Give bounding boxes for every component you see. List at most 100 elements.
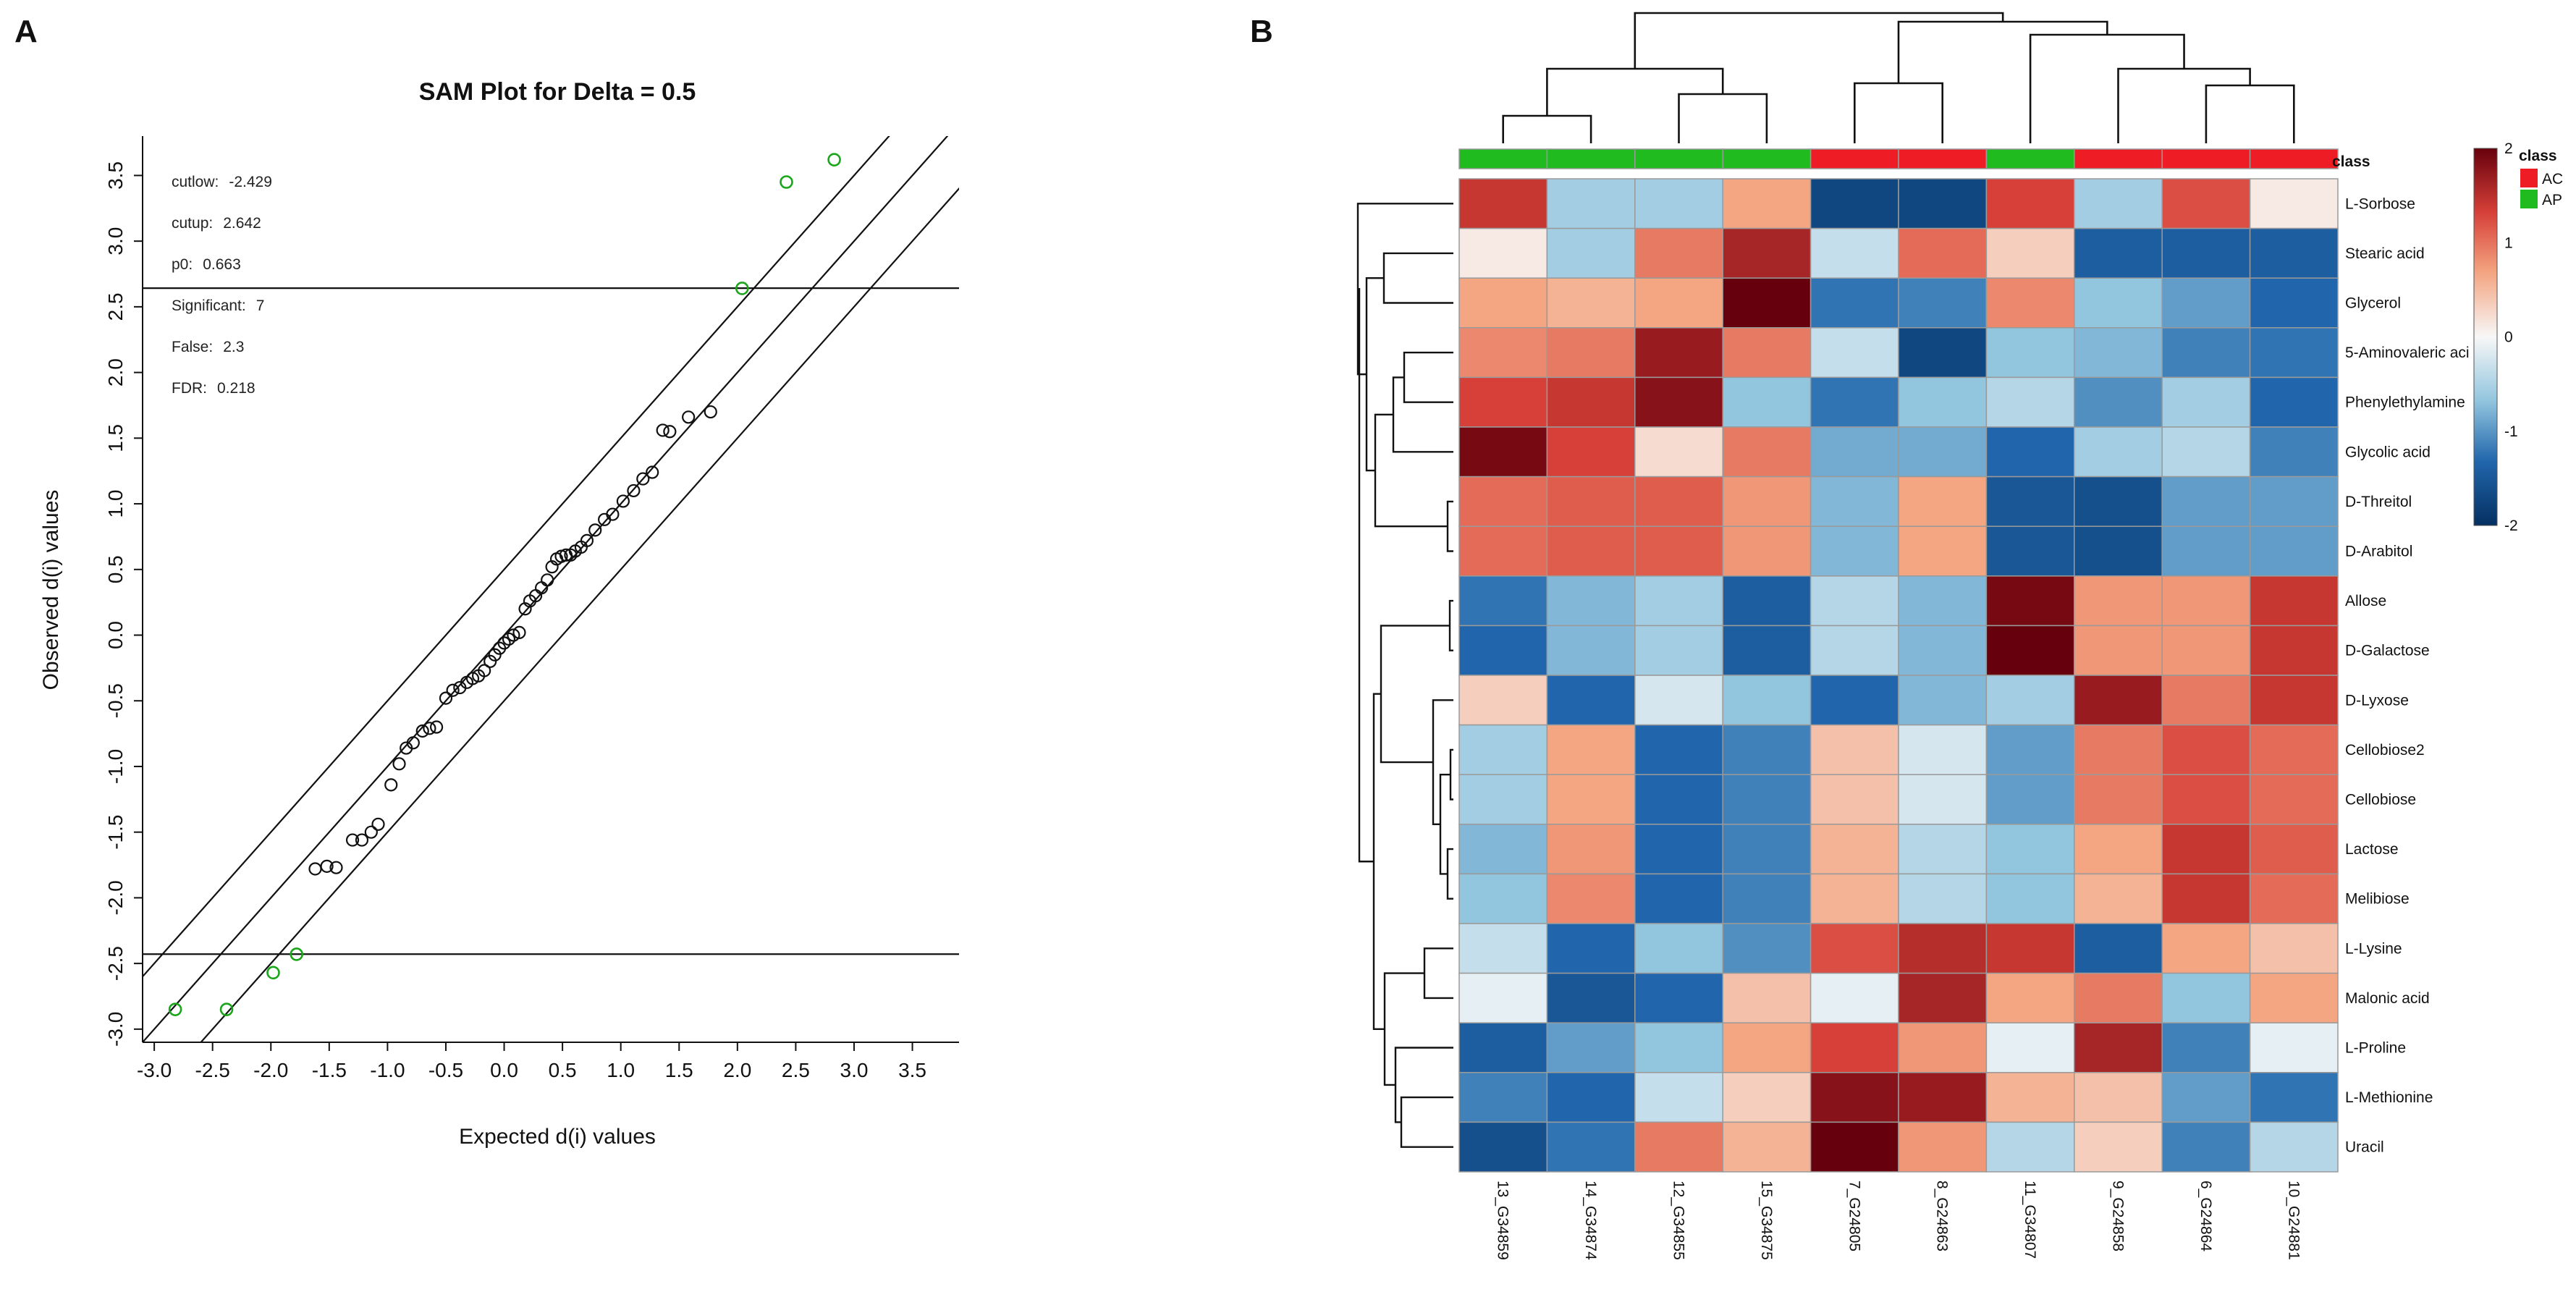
data-point	[371, 817, 385, 831]
sam-stats: cutlow: -2.429 cutup: 2.642 p0: 0.663 Signific…	[172, 174, 272, 397]
heatmap-cell	[1809, 426, 1899, 478]
heatmap-cell	[1985, 873, 2075, 924]
row-dendro-link	[1356, 203, 1453, 376]
heatmap-cell	[2074, 774, 2163, 825]
row-dendro-link	[1394, 1047, 1453, 1123]
heatmap-cells	[1458, 178, 2339, 1173]
row-label: Melibiose	[2345, 891, 2410, 908]
y-tick-label: 1.0	[104, 490, 127, 518]
heatmap-cell	[1722, 774, 1812, 825]
heatmap-cell	[1898, 1072, 1988, 1123]
heatmap-cell	[1458, 1072, 1548, 1123]
colorbar-tick: -1	[2504, 423, 2518, 440]
significant-point	[290, 947, 304, 961]
heatmap-cell	[1458, 675, 1548, 726]
heatmap-cell	[2074, 824, 2163, 875]
column-label: 14_G34874	[1582, 1181, 1599, 1260]
heatmap-cell	[1898, 873, 1988, 924]
data-point	[616, 494, 630, 508]
heatmap-cell	[1898, 625, 1988, 676]
x-tick-label: -2.5	[195, 1059, 230, 1081]
stat-line: cutup: 2.642	[172, 215, 261, 232]
row-label: Phenylethylamine	[2345, 394, 2465, 411]
heatmap-cell	[1634, 426, 1723, 478]
colorbar-tick: 2	[2504, 140, 2513, 157]
heatmap-cell	[1722, 476, 1812, 527]
stat-value: -2.429	[229, 174, 272, 190]
heatmap-cell	[1634, 1121, 1723, 1173]
data-point	[465, 672, 480, 685]
sam-plot-area	[143, 136, 959, 1042]
heatmap-cell	[1809, 277, 1899, 329]
data-point	[656, 423, 670, 437]
heatmap-cell	[1985, 426, 2075, 478]
heatmap-cell	[2161, 1072, 2251, 1123]
stat-label: cutlow:	[172, 174, 219, 190]
heatmap-cell	[1722, 426, 1812, 478]
col-dendro-link	[1678, 93, 1768, 143]
column-label: 6_G24864	[2197, 1181, 2214, 1251]
heatmap-cell	[1634, 824, 1723, 875]
heatmap-cell	[1722, 1022, 1812, 1073]
data-point	[364, 825, 378, 839]
heatmap-cell	[1985, 1022, 2075, 1073]
data-point	[345, 833, 360, 847]
heatmap-cell	[2074, 525, 2163, 577]
sam-title: SAM Plot for Delta = 0.5	[419, 78, 696, 106]
heatmap-cell	[2249, 873, 2339, 924]
heatmap-legend: 2 1 0 -1 -2 class AC AP	[2473, 140, 2563, 534]
legend-label: AC	[2542, 171, 2563, 187]
data-point	[627, 483, 641, 498]
heatmap-cell	[2074, 1022, 2163, 1073]
heatmap-cell	[1809, 873, 1899, 924]
stat-line: cutlow: -2.429	[172, 174, 272, 190]
data-point	[429, 720, 444, 734]
heatmap-cell	[2074, 227, 2163, 279]
data-point	[392, 757, 406, 771]
row-dendro-link	[1423, 947, 1453, 1000]
heatmap-cell	[1809, 525, 1899, 577]
stat-label: cutup:	[172, 215, 213, 232]
legend-swatch	[2520, 190, 2538, 208]
heatmap-cell	[2249, 178, 2339, 229]
heatmap-cell	[2249, 277, 2339, 329]
heatmap-cell	[2161, 426, 2251, 478]
heatmap-cell	[1722, 1121, 1812, 1173]
row-label: Glycolic acid	[2345, 444, 2431, 460]
y-tick-label: 1.5	[104, 424, 127, 452]
row-labels: L-Sorbose Stearic acid Glycerol 5-Aminovale…	[2345, 195, 2470, 1155]
heatmap-cell	[2074, 625, 2163, 676]
heatmap-cell	[2161, 1121, 2251, 1173]
heatmap-cell	[1898, 923, 1988, 974]
heatmap-cell	[2074, 178, 2163, 229]
row-dendro-link	[1382, 252, 1453, 304]
class-cell	[1458, 148, 1548, 169]
heatmap-cell	[2161, 376, 2251, 428]
col-dendro-link	[1897, 20, 2108, 83]
heatmap-cell	[1722, 824, 1812, 875]
legend-title: class	[2519, 148, 2557, 164]
heatmap-cell	[1809, 476, 1899, 527]
x-tick-label: 2.0	[723, 1059, 751, 1081]
heatmap-cell	[2249, 675, 2339, 726]
significant-point	[219, 1002, 234, 1016]
y-tick-label: -2.0	[104, 880, 127, 915]
heatmap-cell	[1898, 376, 1988, 428]
col-dendro-link	[2029, 33, 2185, 143]
row-dendro-link	[1380, 625, 1450, 764]
heatmap-cell	[1722, 675, 1812, 726]
diagonal-line	[143, 136, 949, 1042]
class-cell	[2161, 148, 2251, 169]
col-dendro-link	[1634, 12, 2004, 69]
heatmap-cell	[1898, 227, 1988, 279]
heatmap-cell	[2249, 824, 2339, 875]
y-tick-label: 3.0	[104, 227, 127, 255]
heatmap-cell	[1458, 575, 1548, 627]
heatmap-cell	[1634, 525, 1723, 577]
data-point	[423, 722, 436, 735]
heatmap-cell	[1722, 724, 1812, 775]
heatmap-cell	[2074, 923, 2163, 974]
heatmap-cell	[1809, 575, 1899, 627]
heatmap-cell	[1634, 923, 1723, 974]
class-cell	[2249, 148, 2339, 169]
